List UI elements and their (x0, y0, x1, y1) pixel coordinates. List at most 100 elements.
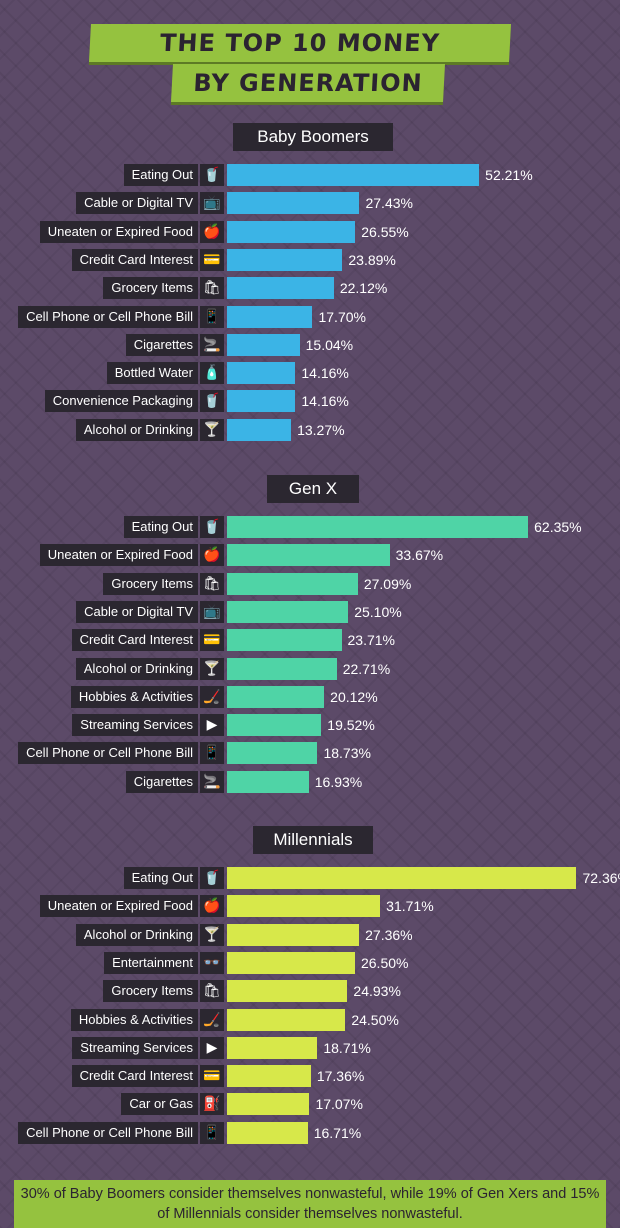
bar (227, 277, 334, 299)
data-label: 15.04% (305, 337, 354, 353)
data-label: 17.70% (318, 309, 366, 325)
bar (227, 164, 480, 186)
data-label: 27.36% (365, 927, 413, 943)
category-label: Cell Phone or Cell Phone Bill (18, 742, 198, 764)
cup-icon: 🥤 (200, 164, 224, 186)
category-label: Eating Out (123, 164, 198, 186)
bar (227, 1122, 308, 1144)
tv-icon: 📺 (200, 601, 224, 623)
bar (227, 686, 325, 708)
bar (227, 867, 577, 889)
bar (227, 1009, 346, 1031)
category-label: Cell Phone or Cell Phone Bill (18, 306, 198, 328)
data-label: 23.71% (347, 632, 395, 648)
bar (227, 221, 356, 243)
bar (227, 742, 318, 764)
cocktail-glass-icon: 🍸 (200, 419, 224, 441)
cocktail-glass-icon: 🍸 (200, 658, 224, 680)
data-label: 27.43% (365, 195, 413, 211)
section-title: Baby Boomers (233, 123, 393, 151)
bar (227, 573, 358, 595)
category-label: Grocery Items (103, 980, 198, 1002)
data-label: 52.21% (485, 167, 533, 183)
category-label: Credit Card Interest (71, 249, 198, 271)
category-label: Cable or Digital TV (76, 192, 198, 214)
data-label: 18.73% (323, 745, 371, 761)
apple-icon: 🍎 (200, 895, 224, 917)
category-label: Uneaten or Expired Food (39, 895, 198, 917)
hockey-stick-icon: 🏒 (200, 686, 224, 708)
data-label: 24.50% (351, 1012, 399, 1028)
bar (227, 334, 300, 356)
data-label: 62.35% (534, 519, 582, 535)
data-label: 22.71% (342, 661, 391, 677)
cigarette-icon: 🚬 (200, 771, 224, 793)
title-line-1: THE TOP 10 MONEY WASTERS, (89, 24, 511, 95)
category-label: Eating Out (123, 516, 198, 538)
gas-pump-icon: ⛽ (200, 1093, 224, 1115)
data-label: 13.27% (297, 422, 345, 438)
data-label: 20.12% (330, 689, 378, 705)
credit-card-icon: 💳 (200, 629, 224, 651)
data-label: 19.52% (327, 717, 375, 733)
data-label: 14.16% (301, 393, 349, 409)
bar (227, 658, 337, 680)
bar (227, 601, 349, 623)
category-label: Streaming Services (72, 714, 198, 736)
bar (227, 1093, 310, 1115)
category-label: Bottled Water (106, 362, 198, 384)
data-label: 23.89% (348, 252, 396, 268)
category-label: Uneaten or Expired Food (39, 544, 198, 566)
bar (227, 771, 309, 793)
bar (227, 544, 390, 566)
category-label: Hobbies & Activities (70, 1009, 198, 1031)
data-label: 17.36% (316, 1068, 365, 1084)
category-label: Grocery Items (103, 277, 198, 299)
grocery-bag-icon: 🛍 (200, 277, 224, 299)
water-bottle-icon: 🧴 (200, 362, 224, 384)
bar (227, 629, 342, 651)
category-label: Alcohol or Drinking (75, 658, 198, 680)
data-label: 26.55% (361, 224, 409, 240)
cup-icon: 🥤 (200, 867, 224, 889)
category-label: Entertainment (104, 952, 198, 974)
apple-icon: 🍎 (200, 544, 224, 566)
data-label: 33.67% (395, 547, 444, 563)
category-label: Cigarettes (125, 334, 198, 356)
category-label: Eating Out (123, 867, 198, 889)
grocery-bag-icon: 🛍 (200, 573, 224, 595)
bar (227, 249, 343, 271)
data-label: 31.71% (386, 898, 434, 914)
data-label: 14.16% (301, 365, 349, 381)
bar (227, 1037, 318, 1059)
credit-card-icon: 💳 (200, 249, 224, 271)
bar (227, 390, 296, 412)
data-label: 16.93% (314, 774, 363, 790)
category-label: Alcohol or Drinking (75, 419, 198, 441)
play-icon: ▶ (200, 714, 224, 736)
footer-note: 30% of Baby Boomers consider themselves … (14, 1180, 606, 1228)
category-label: Grocery Items (103, 573, 198, 595)
cigarette-icon: 🚬 (200, 334, 224, 356)
cocktail-glass-icon: 🍸 (200, 924, 224, 946)
credit-card-icon: 💳 (200, 1065, 224, 1087)
data-label: 25.10% (354, 604, 402, 620)
bar (227, 980, 348, 1002)
data-label: 72.36% (582, 870, 620, 886)
data-label: 17.07% (315, 1096, 363, 1112)
bar (227, 952, 355, 974)
3d-glasses-icon: 👓 (200, 952, 224, 974)
title-line-2: BY GENERATION (171, 64, 445, 102)
category-label: Uneaten or Expired Food (39, 221, 198, 243)
disposable-cup-icon: 🥤 (200, 390, 224, 412)
data-label: 18.71% (323, 1040, 371, 1056)
tv-icon: 📺 (200, 192, 224, 214)
category-label: Credit Card Interest (71, 1065, 198, 1087)
cell-phone-icon: 📱 (200, 742, 224, 764)
title-banner: THE TOP 10 MONEY WASTERS, BY GENERATION (0, 20, 620, 110)
grocery-bag-icon: 🛍 (200, 980, 224, 1002)
cup-icon: 🥤 (200, 516, 224, 538)
category-label: Cable or Digital TV (76, 601, 198, 623)
bar (227, 924, 360, 946)
category-label: Credit Card Interest (71, 629, 198, 651)
